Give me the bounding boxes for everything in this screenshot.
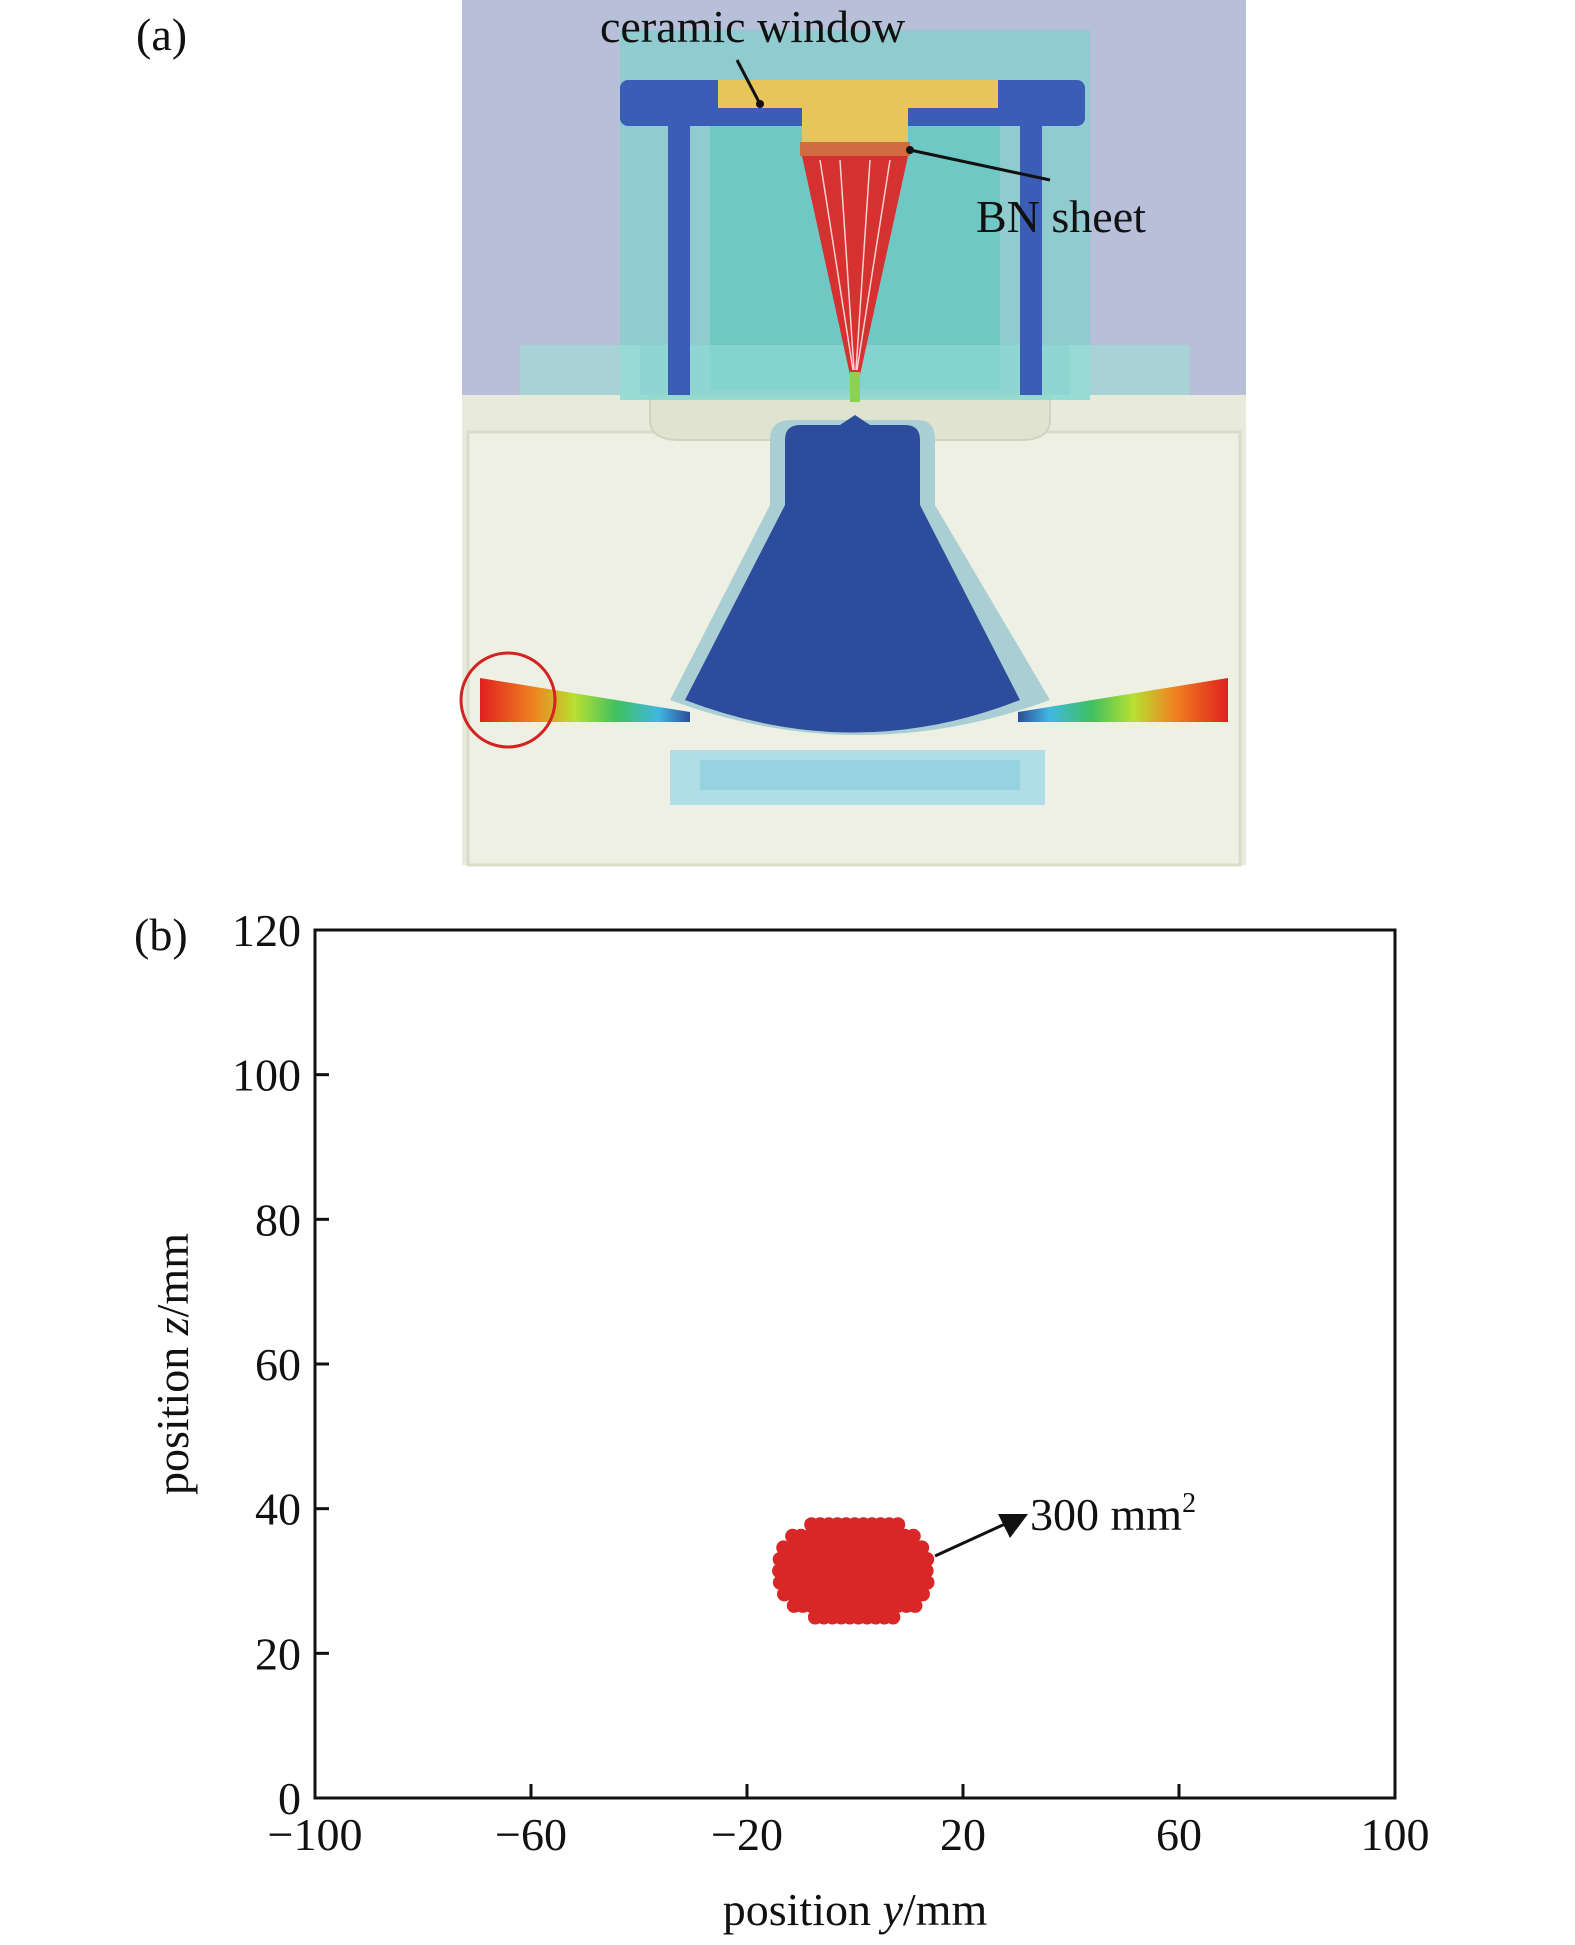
spot-point (919, 1575, 935, 1590)
spot-point (906, 1528, 921, 1544)
spot-point (919, 1551, 935, 1567)
ceramic-leader (735, 59, 762, 105)
x-tick-label: −20 (711, 1809, 783, 1860)
side-beam-left (480, 678, 690, 722)
y-tick-label: 120 (232, 905, 301, 956)
x-axis-label: position y/mm (723, 1884, 988, 1935)
cone-electrode (685, 415, 1020, 733)
spot-point (915, 1586, 930, 1602)
spot-point (890, 1517, 906, 1532)
x-tick-label: −100 (268, 1809, 363, 1860)
frame-post-right (1020, 120, 1042, 395)
bn-leader (909, 148, 1051, 182)
bn-sheet (800, 142, 910, 156)
glass-side-right (1070, 345, 1190, 395)
plot-frame (313, 928, 1397, 1800)
y-tick-label: 20 (255, 1628, 301, 1679)
panel-b-label: (b) (134, 909, 188, 960)
spot-point (885, 1609, 901, 1625)
x-tick-label: 100 (1361, 1809, 1430, 1860)
area-arrow-head (998, 1514, 1028, 1538)
ceramic-window (718, 80, 998, 142)
y-tick-label: 60 (255, 1339, 301, 1390)
y-tick-label: 0 (278, 1773, 301, 1824)
x-tick-label: 60 (1156, 1809, 1202, 1860)
side-beam-right (1018, 678, 1228, 722)
panel-a-label: (a) (136, 9, 188, 60)
chamber-neck (649, 394, 1051, 441)
beam-focus (850, 372, 860, 402)
highlight-circle (459, 651, 557, 749)
spot-area-label: 300 mm2 (1030, 1488, 1196, 1540)
y-tick-label: 40 (255, 1484, 301, 1535)
spot-point (907, 1598, 923, 1613)
lower-base-inner (700, 760, 1020, 790)
x-tick-label: 20 (940, 1809, 986, 1860)
frame-post-left (668, 120, 690, 395)
panel-a-diagram: ceramic window BN sheet (459, 0, 1246, 867)
spot-point (918, 1563, 934, 1579)
x-tick-label: −60 (495, 1809, 567, 1860)
y-axis-ticks: 0 20 40 60 80 100 120 (232, 905, 329, 1824)
glass-side-left (520, 345, 640, 395)
bn-sheet-label: BN sheet (976, 191, 1146, 242)
y-axis-label: position z/mm (147, 1233, 198, 1495)
spot-area-superscript: 2 (1182, 1488, 1196, 1519)
area-arrow-line (934, 1522, 1006, 1558)
spot-point (914, 1540, 930, 1556)
beam-spot (772, 1517, 935, 1625)
x-axis-ticks: −100 −60 −20 20 60 100 (268, 1784, 1430, 1860)
y-tick-label: 80 (255, 1194, 301, 1245)
y-tick-label: 100 (232, 1050, 301, 1101)
ceramic-window-label: ceramic window (600, 1, 906, 52)
